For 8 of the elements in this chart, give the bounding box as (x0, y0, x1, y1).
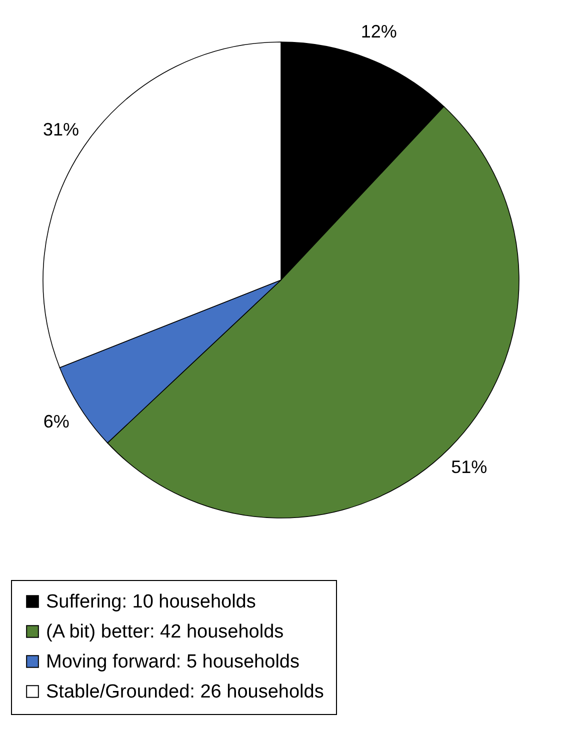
data-label: 12% (360, 22, 397, 42)
data-label: 6% (43, 412, 70, 432)
legend-label: (A bit) better: 42 households (46, 622, 284, 642)
data-label: 51% (451, 457, 488, 478)
data-label: 31% (42, 119, 80, 140)
legend-label: Stable/Grounded: 26 households (46, 682, 324, 702)
legend-label: Moving forward: 5 households (46, 652, 300, 672)
legend-label: Suffering: 10 households (46, 592, 256, 612)
